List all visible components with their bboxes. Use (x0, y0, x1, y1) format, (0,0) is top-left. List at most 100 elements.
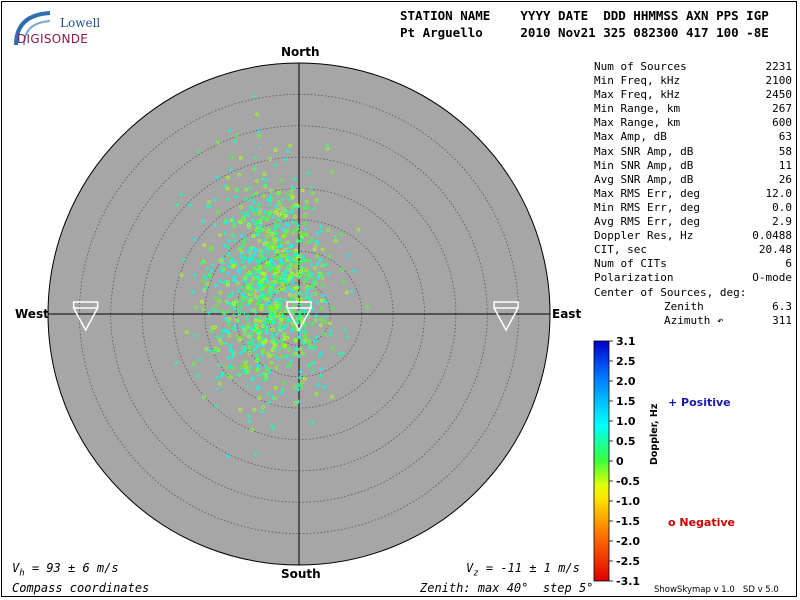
stat-value: 58 (778, 144, 792, 158)
source-point-positive (287, 197, 292, 202)
source-point-positive (174, 361, 178, 366)
source-point-positive (243, 197, 248, 202)
source-point-positive (286, 284, 291, 289)
source-point-negative (356, 227, 361, 232)
source-point-positive (311, 281, 316, 286)
source-point-positive (279, 338, 284, 343)
source-point-negative (261, 271, 266, 276)
source-point-negative (218, 291, 223, 295)
source-point-positive (278, 257, 283, 262)
logo-lowell: Lowell (60, 16, 101, 30)
source-point-positive (253, 155, 258, 160)
stat-label: CIT, sec (594, 243, 647, 257)
source-point-negative (270, 209, 275, 214)
source-point-negative (216, 140, 221, 145)
source-point-positive (256, 228, 261, 233)
source-point-negative (255, 367, 260, 372)
source-point-negative (309, 237, 314, 242)
source-point-negative (282, 208, 287, 213)
source-point-negative (261, 286, 265, 291)
stat-label: Avg SNR Amp, dB (594, 172, 694, 186)
source-point-positive (242, 255, 247, 260)
source-point-positive (225, 271, 230, 276)
source-point-positive (243, 371, 248, 376)
source-point-positive (243, 213, 248, 218)
source-point-negative (254, 191, 259, 196)
source-point-negative (299, 297, 304, 302)
source-point-positive (311, 206, 316, 211)
source-point-positive (240, 259, 245, 264)
stat-value: 6.3 (772, 299, 792, 313)
source-point-positive (248, 290, 253, 295)
source-point-negative (274, 237, 279, 242)
source-point-negative (200, 260, 205, 265)
source-point-positive (284, 289, 289, 294)
zenith-scale: Zenith: max 40° step 5° (420, 581, 594, 595)
source-point-positive (234, 194, 239, 199)
source-point-positive (315, 262, 320, 267)
source-point-positive (263, 292, 268, 297)
source-point-positive (280, 260, 285, 265)
source-point-negative (285, 240, 290, 245)
stat-row: Avg SNR Amp, dB 26 (594, 173, 792, 187)
source-point-positive (247, 332, 252, 337)
source-point-negative (217, 338, 222, 342)
source-point-positive (222, 280, 227, 285)
source-point-negative (303, 221, 308, 226)
source-point-negative (257, 134, 261, 139)
source-point-negative (314, 281, 318, 286)
source-point-positive (250, 285, 255, 290)
source-point-negative (257, 297, 262, 302)
source-point-positive (195, 373, 200, 378)
source-point-negative (281, 380, 286, 385)
source-point-positive (250, 337, 255, 342)
source-point-negative (200, 299, 204, 304)
source-point-positive (257, 373, 262, 378)
source-point-positive (269, 256, 274, 261)
source-point-positive (246, 414, 251, 419)
source-point-negative (310, 284, 315, 289)
source-point-positive (242, 346, 247, 351)
source-point-positive (226, 251, 231, 256)
source-point-positive (233, 260, 238, 265)
source-point-positive (315, 300, 320, 305)
source-point-positive (251, 218, 256, 223)
source-point-positive (289, 258, 294, 263)
source-point-negative (227, 333, 231, 338)
legend-negative: o Negative (668, 516, 736, 529)
source-point-negative (314, 318, 318, 323)
source-point-positive (297, 331, 302, 336)
source-point-negative (303, 232, 307, 237)
stat-row: Max Amp, dB 63 (594, 130, 792, 144)
source-point-positive (296, 354, 301, 359)
source-point-negative (217, 381, 222, 386)
source-point-positive (314, 334, 319, 339)
source-point-positive (315, 382, 320, 387)
source-point-positive (220, 334, 225, 339)
source-point-negative (259, 319, 263, 324)
source-point-positive (242, 236, 247, 241)
source-point-negative (269, 241, 274, 245)
source-point-positive (228, 294, 233, 299)
source-point-negative (279, 317, 284, 322)
source-point-positive (276, 237, 281, 242)
source-point-positive (321, 294, 326, 299)
source-point-negative (276, 199, 281, 204)
source-point-negative (256, 301, 260, 306)
source-point-negative (252, 211, 257, 216)
colorbar-gradient (593, 340, 610, 582)
digisonde-logo-arc (14, 11, 51, 46)
stat-value: O-mode (752, 271, 792, 285)
source-point-positive (319, 367, 324, 372)
source-point-positive (220, 371, 225, 376)
source-point-positive (290, 352, 295, 357)
source-point-negative (261, 405, 265, 410)
source-point-positive (277, 222, 282, 227)
source-point-positive (246, 248, 251, 253)
source-point-positive (316, 276, 321, 281)
source-point-positive (278, 297, 283, 302)
source-point-negative (179, 273, 184, 277)
source-point-negative (303, 376, 307, 381)
source-point-positive (302, 310, 307, 315)
source-point-negative (288, 274, 293, 279)
